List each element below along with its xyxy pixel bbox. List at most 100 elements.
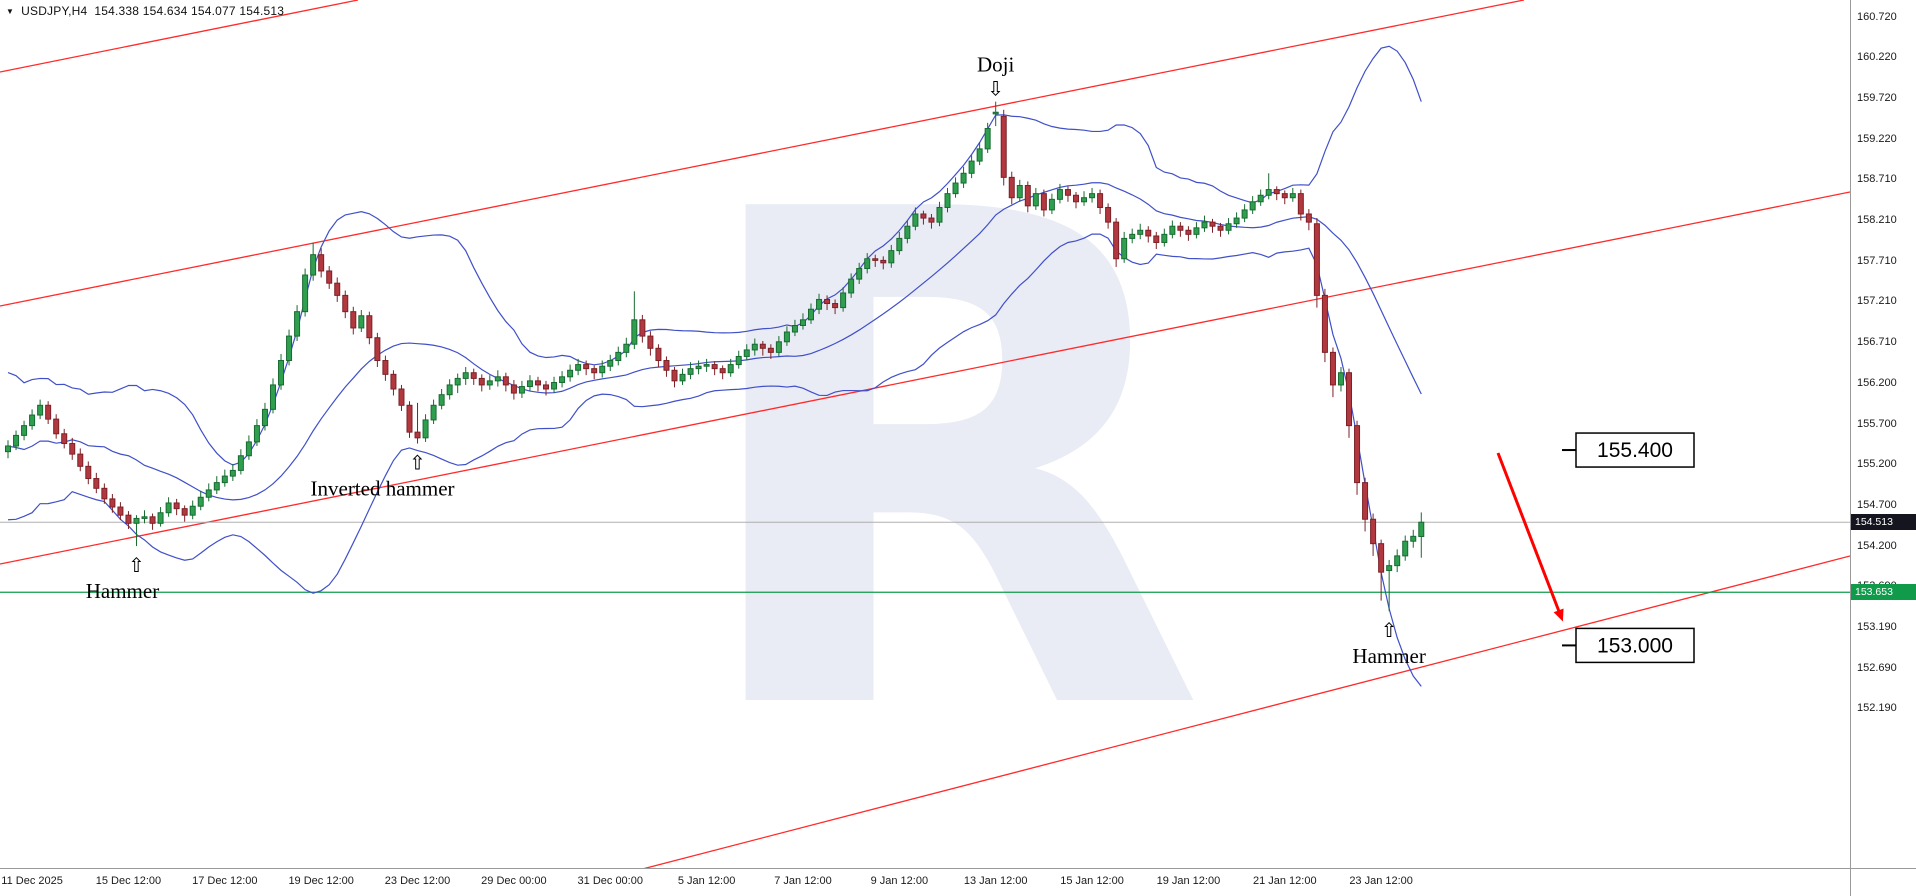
candle-body xyxy=(197,496,204,507)
chart-canvas[interactable]: R⇩Doji⇧Inverted hammer⇧Hammer⇧Hammer155.… xyxy=(0,0,1850,868)
time-axis[interactable]: 11 Dec 2025 15 Dec 12:00 17 Dec 12:00 19 De… xyxy=(0,868,1850,896)
candle-body xyxy=(1072,194,1079,203)
candle-body xyxy=(896,237,903,252)
candle-body xyxy=(671,369,678,382)
candle-body xyxy=(631,319,638,345)
forecast-arrow[interactable] xyxy=(1496,452,1562,615)
price-axis-label: 157.710 xyxy=(1857,254,1897,267)
candle-body xyxy=(326,270,333,284)
candle-body xyxy=(205,489,212,498)
candle-body xyxy=(253,425,260,443)
candle-body xyxy=(663,360,670,371)
candle-body xyxy=(591,368,598,374)
arrow-up-icon: ⇧ xyxy=(409,451,426,475)
price-axis-label: 152.190 xyxy=(1857,702,1897,715)
candle-body xyxy=(45,404,52,420)
candle-body xyxy=(342,294,349,313)
candle-body xyxy=(1113,221,1120,260)
candle-body xyxy=(1273,189,1280,195)
candle-body xyxy=(502,376,509,386)
candle-body xyxy=(269,384,276,410)
trend-line[interactable] xyxy=(600,555,1850,868)
current-price-tag: 154.513 xyxy=(1851,514,1916,531)
candle-body xyxy=(719,368,726,374)
candle-body xyxy=(454,377,461,386)
candle-body xyxy=(486,380,493,386)
price-callout-value: 155.400 xyxy=(1597,439,1673,462)
collapse-icon[interactable]: ▼ xyxy=(6,6,15,16)
candle-body xyxy=(711,364,718,370)
time-axis-label: 29 Dec 00:00 xyxy=(481,875,547,887)
candle-body xyxy=(679,373,686,382)
trend-line[interactable] xyxy=(0,0,359,73)
candle-body xyxy=(1297,193,1304,215)
trend-line[interactable] xyxy=(0,191,1850,565)
candle-body xyxy=(1097,193,1104,208)
candle-body xyxy=(1410,535,1417,542)
candle-body xyxy=(767,347,774,353)
candle-body xyxy=(1048,198,1055,211)
candle-body xyxy=(575,364,582,371)
price-axis-label: 154.700 xyxy=(1857,498,1897,511)
candle-body xyxy=(952,182,959,195)
candle-body xyxy=(912,213,919,227)
time-axis-label: 13 Jan 12:00 xyxy=(963,875,1028,887)
price-axis-label: 156.200 xyxy=(1857,376,1897,389)
candle-body xyxy=(759,343,766,349)
time-axis-label: 19 Jan 12:00 xyxy=(1156,875,1221,887)
candle-body xyxy=(21,425,28,436)
price-axis-label: 158.710 xyxy=(1857,173,1897,186)
price-callout-value: 153.000 xyxy=(1597,634,1673,657)
candle-body xyxy=(864,258,871,270)
candle-body xyxy=(1370,518,1377,545)
candle-body xyxy=(366,315,373,339)
price-axis-label: 157.210 xyxy=(1857,295,1897,308)
candle-body xyxy=(968,160,975,174)
candle-body xyxy=(109,498,116,508)
candle-body xyxy=(655,347,662,362)
candle-body xyxy=(1313,223,1320,296)
time-axis-label: 5 Jan 12:00 xyxy=(677,875,736,887)
trend-line[interactable] xyxy=(0,0,1525,307)
candle-body xyxy=(1121,237,1128,260)
candle-body xyxy=(1089,193,1096,199)
candle-body xyxy=(438,394,445,406)
candle-body xyxy=(398,388,405,406)
candle-body xyxy=(960,172,967,184)
candle-body xyxy=(117,506,124,516)
candle-body xyxy=(1265,189,1272,196)
candle-body xyxy=(623,343,630,353)
candle-body xyxy=(1064,189,1071,196)
candle-body xyxy=(1378,543,1385,573)
candle-body xyxy=(1305,213,1312,223)
candle-body xyxy=(1008,176,1015,199)
arrow-down-icon: ⇩ xyxy=(987,77,1004,101)
price-callout-box[interactable] xyxy=(1575,627,1695,664)
candle-body xyxy=(751,343,758,351)
watermark-letter: R xyxy=(683,70,1207,861)
candle-body xyxy=(446,384,453,396)
candle-body xyxy=(125,514,132,524)
candle-body xyxy=(534,380,541,386)
price-axis[interactable]: 160.720 160.220 159.720 159.220 158.710 158.2… xyxy=(1850,0,1916,868)
candle-body xyxy=(77,453,84,467)
candle-body xyxy=(1402,540,1409,557)
candle-body xyxy=(1209,221,1216,227)
candle-body xyxy=(414,431,421,439)
time-axis-label: 31 Dec 00:00 xyxy=(577,875,643,887)
candle-body xyxy=(840,292,847,309)
price-axis-label: 160.220 xyxy=(1857,51,1897,64)
bollinger-lower-band[interactable] xyxy=(7,233,1422,687)
candle-body xyxy=(141,516,148,519)
candle-body xyxy=(1217,225,1224,231)
candle-body xyxy=(543,384,550,390)
candle-body xyxy=(302,274,309,313)
price-callout-box[interactable] xyxy=(1575,432,1695,468)
candle-body xyxy=(992,111,999,115)
candle-body xyxy=(856,268,863,280)
time-axis-label: 23 Jan 12:00 xyxy=(1349,875,1413,887)
candle-body xyxy=(888,250,895,264)
candle-body xyxy=(639,319,646,337)
candle-body xyxy=(695,365,702,370)
